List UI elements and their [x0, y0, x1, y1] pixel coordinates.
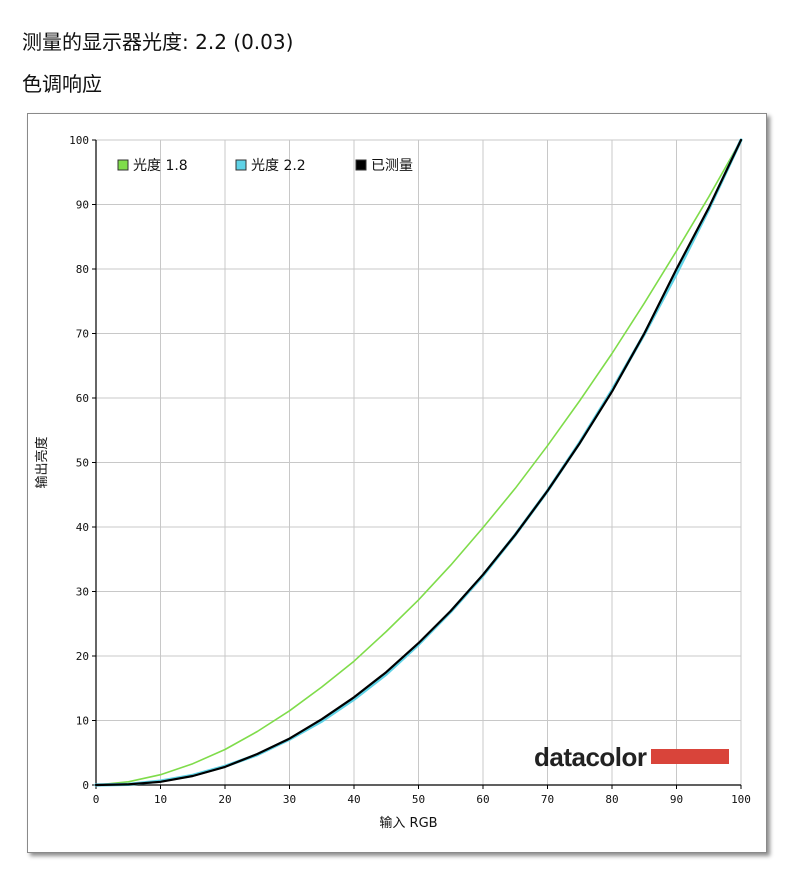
chart-svg: 0 10 20 30 40 50 60 70 80 90 100 0 10 20 30 40 50 60 70 80 9…: [34, 134, 751, 831]
x-tick-label: 0: [93, 793, 100, 806]
y-axis-label: 输出亮度: [34, 436, 50, 488]
y-tick-label: 50: [76, 457, 89, 470]
gamma-heading: 测量的显示器光度: 2.2 (0.03): [22, 26, 293, 55]
y-tick-label: 20: [76, 650, 89, 663]
legend-label: 光度 1.8: [133, 158, 188, 174]
section-title: 色调响应: [22, 72, 102, 96]
y-tick-label: 30: [76, 586, 89, 599]
x-axis-label: 输入 RGB: [379, 815, 437, 831]
x-tick-label: 100: [731, 793, 751, 806]
y-tick-label: 0: [82, 779, 89, 792]
legend-swatch: [235, 159, 247, 171]
y-tick-label: 80: [76, 263, 89, 276]
tone-response-chart: 0 10 20 30 40 50 60 70 80 90 100 0 10 20 30 40 50 60 70 80 9…: [27, 113, 767, 853]
x-tick-label: 40: [347, 793, 360, 806]
gamma-value: 2.2 (0.03): [195, 30, 294, 54]
y-tick-label: 10: [76, 715, 89, 728]
y-tick-label: 90: [76, 199, 89, 212]
legend-label: 已测量: [371, 158, 413, 174]
legend-label: 光度 2.2: [251, 158, 306, 174]
y-tick-label: 40: [76, 521, 89, 534]
y-tick-label: 100: [69, 134, 89, 147]
series-line: [94, 138, 743, 787]
y-tick-label: 70: [76, 328, 89, 341]
brand-wordmark: datacolor: [534, 742, 647, 772]
x-tick-label: 50: [412, 793, 425, 806]
x-tick-label: 20: [218, 793, 231, 806]
x-tick-label: 70: [541, 793, 554, 806]
legend-swatch: [117, 159, 129, 171]
brand-bar: [651, 749, 729, 764]
legend-swatch: [355, 159, 367, 171]
x-tick-label: 60: [476, 793, 489, 806]
x-tick-label: 30: [283, 793, 296, 806]
gamma-label: 测量的显示器光度:: [22, 30, 189, 54]
series-line: [95, 139, 742, 786]
x-tick-label: 90: [670, 793, 683, 806]
y-tick-label: 60: [76, 392, 89, 405]
x-tick-label: 80: [605, 793, 618, 806]
x-tick-label: 10: [154, 793, 167, 806]
